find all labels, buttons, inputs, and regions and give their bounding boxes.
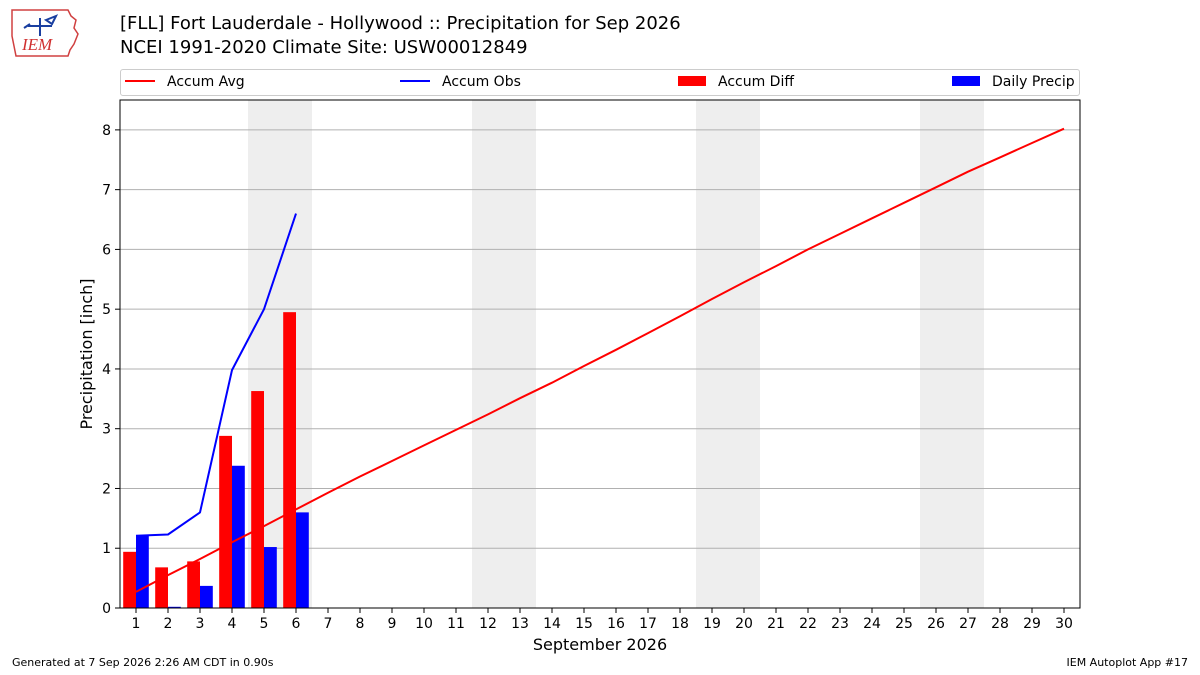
- x-tick-label: 20: [735, 616, 753, 632]
- x-tick-label: 7: [324, 616, 333, 632]
- x-tick-label: 5: [260, 616, 269, 632]
- x-tick-label: 12: [479, 616, 497, 632]
- x-tick-label: 3: [196, 616, 205, 632]
- weekend-shade: [920, 100, 984, 608]
- legend-item-accum-diff: Accum Diff: [678, 73, 794, 91]
- iem-logo: IEM: [11, 9, 79, 57]
- legend-swatch-accum-diff: [678, 76, 706, 86]
- legend-swatch-accum-avg: [125, 80, 155, 82]
- y-tick-label: 0: [102, 601, 111, 617]
- accum-diff-bar: [187, 561, 200, 608]
- y-axis-label: Precipitation [inch]: [77, 278, 96, 429]
- y-tick-label: 1: [102, 541, 111, 557]
- chart-title: [FLL] Fort Lauderdale - Hollywood :: Pre…: [120, 13, 681, 34]
- legend-swatch-accum-obs: [400, 80, 430, 82]
- legend: Accum Avg Accum Obs Accum Diff Daily Pre…: [120, 69, 1080, 96]
- accum-diff-bar: [123, 551, 136, 608]
- x-tick-label: 6: [292, 616, 301, 632]
- legend-item-daily-precip: Daily Precip: [952, 73, 1075, 91]
- x-tick-label: 30: [1055, 616, 1073, 632]
- daily-precip-bar: [168, 606, 181, 608]
- accum-avg-line: [135, 127, 1065, 593]
- accum-diff-bar: [251, 391, 264, 608]
- x-tick-label: 28: [991, 616, 1009, 632]
- weekend-shade: [472, 100, 536, 608]
- x-tick-label: 11: [447, 616, 465, 632]
- daily-precip-bar: [200, 585, 213, 608]
- x-tick-label: 17: [639, 616, 657, 632]
- legend-item-accum-obs: Accum Obs: [400, 73, 521, 91]
- daily-precip-bar: [136, 535, 149, 608]
- generated-timestamp: Generated at 7 Sep 2026 2:26 AM CDT in 0…: [12, 656, 274, 669]
- x-tick-label: 27: [959, 616, 977, 632]
- accum-diff-bar: [219, 435, 232, 608]
- x-tick-label: 10: [415, 616, 433, 632]
- x-tick-label: 23: [831, 616, 849, 632]
- weekend-shade: [696, 100, 760, 608]
- x-tick-label: 19: [703, 616, 721, 632]
- x-tick-label: 4: [228, 616, 237, 632]
- y-tick-label: 3: [102, 422, 111, 438]
- plot-frame: [119, 99, 1081, 609]
- legend-swatch-daily-precip: [952, 76, 980, 86]
- x-tick-label: 2: [164, 616, 173, 632]
- legend-label-accum-obs: Accum Obs: [442, 74, 521, 90]
- x-axis-label: September 2026: [533, 635, 667, 654]
- x-tick-label: 16: [607, 616, 625, 632]
- x-tick-label: 9: [388, 616, 397, 632]
- x-tick-label: 29: [1023, 616, 1041, 632]
- x-tick-label: 25: [895, 616, 913, 632]
- y-tick-label: 6: [102, 242, 111, 258]
- weather-vane-icon: [23, 14, 59, 36]
- y-tick-label: 7: [102, 183, 111, 199]
- x-tick-label: 14: [543, 616, 561, 632]
- legend-label-daily-precip: Daily Precip: [992, 74, 1075, 90]
- x-tick-label: 24: [863, 616, 881, 632]
- x-tick-label: 13: [511, 616, 529, 632]
- y-tick-label: 8: [102, 123, 111, 139]
- x-tick-label: 26: [927, 616, 945, 632]
- y-tick-label: 5: [102, 302, 111, 318]
- daily-precip-bar: [232, 465, 245, 608]
- y-tick-label: 2: [102, 481, 111, 497]
- x-tick-label: 18: [671, 616, 689, 632]
- legend-label-accum-diff: Accum Diff: [718, 74, 795, 90]
- accum-diff-bar: [155, 567, 168, 608]
- iowa-state-outline: [11, 9, 79, 57]
- app-credit: IEM Autoplot App #17: [1066, 656, 1189, 669]
- legend-label-accum-avg: Accum Avg: [167, 74, 245, 90]
- accum-obs-line: [135, 213, 297, 537]
- accum-diff-bar: [283, 312, 296, 608]
- x-tick-label: 15: [575, 616, 593, 632]
- logo-text: IEM: [21, 35, 53, 54]
- daily-precip-bar: [264, 547, 277, 608]
- x-tick-label: 1: [132, 616, 141, 632]
- x-tick-label: 21: [767, 616, 785, 632]
- chart-subtitle: NCEI 1991-2020 Climate Site: USW00012849: [120, 37, 528, 58]
- x-tick-label: 22: [799, 616, 817, 632]
- y-tick-label: 4: [102, 362, 111, 378]
- legend-item-accum-avg: Accum Avg: [125, 73, 245, 91]
- x-tick-label: 8: [356, 616, 365, 632]
- daily-precip-bar: [296, 512, 309, 608]
